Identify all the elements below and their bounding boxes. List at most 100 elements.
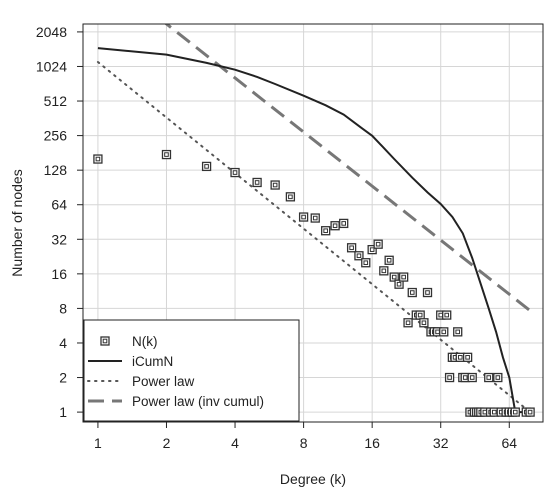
y-tick-label-128: 128: [44, 162, 68, 178]
nk-marker-inner: [469, 375, 475, 380]
nk-marker-outer: [93, 154, 103, 164]
nk-point: [310, 213, 320, 223]
nk-marker-inner: [486, 375, 492, 380]
nk-point: [403, 318, 413, 328]
nk-marker-inner: [495, 375, 501, 380]
legend-label-nk: N(k): [132, 334, 158, 349]
nk-marker-inner: [396, 281, 402, 287]
nk-point: [93, 154, 103, 164]
legend-item-power-law: Power law: [87, 374, 195, 389]
nk-marker-inner: [95, 156, 101, 162]
nk-marker-inner: [409, 290, 415, 295]
nk-point: [407, 287, 417, 298]
x-tick-label-2: 2: [163, 435, 171, 451]
nk-marker-outer: [389, 272, 399, 282]
plot-frame: [82, 23, 544, 423]
nk-marker-outer: [399, 272, 409, 282]
nk-point: [467, 372, 477, 383]
nk-marker-outer: [493, 372, 503, 383]
nk-marker-inner: [457, 355, 463, 360]
nk-point: [201, 161, 212, 172]
nk-marker-inner: [301, 214, 306, 220]
nk-marker-outer: [467, 372, 477, 383]
nk-marker-inner: [455, 329, 461, 335]
nk-marker-outer: [525, 407, 535, 417]
nk-point: [346, 243, 357, 253]
nk-marker-outer: [384, 255, 394, 265]
nk-point: [399, 272, 409, 282]
y-tick-label-2: 2: [59, 370, 67, 386]
nk-marker-inner: [391, 274, 397, 280]
nk-point: [442, 310, 452, 320]
nk-marker-outer: [361, 258, 371, 268]
nk-point: [373, 239, 383, 249]
nk-marker-inner: [288, 194, 293, 200]
nk-marker-inner: [341, 221, 347, 226]
nk-point: [525, 407, 535, 417]
nk-marker-inner: [425, 290, 430, 295]
nk-point: [354, 251, 364, 261]
nk-marker-inner: [386, 257, 392, 263]
legend-box: [83, 319, 300, 422]
nk-marker-inner: [441, 329, 447, 335]
nk-marker-outer: [373, 239, 383, 249]
x-tick-label-4: 4: [231, 435, 239, 451]
nk-point: [444, 372, 455, 383]
nk-point: [330, 221, 340, 231]
nk-marker-outer: [510, 407, 520, 417]
nk-point: [230, 167, 240, 178]
legend-label-icumn: iCumN: [132, 354, 173, 369]
legend-label-power-law: Power law: [132, 374, 195, 389]
nk-point: [298, 212, 309, 222]
nk-marker-inner: [272, 182, 278, 188]
nk-marker-inner: [465, 355, 470, 360]
nk-point: [422, 287, 433, 298]
nk-marker-inner: [444, 312, 450, 318]
y-tick-label-32: 32: [51, 231, 67, 247]
nk-point: [453, 327, 463, 337]
x-tick-label-64: 64: [501, 435, 517, 451]
nk-point: [384, 255, 394, 265]
nk-marker-inner: [232, 170, 238, 175]
nk-marker-outer: [419, 318, 429, 328]
nk-point: [389, 272, 399, 282]
nk-marker-outer: [285, 192, 296, 202]
nk-marker-inner: [312, 215, 318, 221]
legend-item-nk: N(k): [100, 334, 158, 349]
nk-marker-inner: [417, 312, 423, 318]
nk-marker-outer: [462, 352, 473, 362]
nk-marker-outer: [415, 310, 425, 320]
nk-point: [439, 327, 449, 337]
legend-item-power-law-inv-cumul: Power law (inv cumul): [88, 394, 264, 409]
nk-marker-outer: [330, 221, 340, 231]
nk-marker-inner: [332, 223, 338, 229]
y-tick-label-4: 4: [59, 335, 67, 351]
nk-marker-outer: [422, 287, 433, 298]
series-nk: [93, 149, 535, 417]
nk-marker-outer: [439, 327, 449, 337]
nk-marker-outer: [201, 161, 212, 172]
y-tick-label-64: 64: [51, 197, 67, 213]
nk-marker-inner: [381, 268, 387, 274]
nk-marker-inner: [164, 152, 169, 157]
y-tick-label-16: 16: [51, 266, 67, 282]
legend: N(k) iCumN Power law Power law (inv cumu…: [83, 319, 300, 422]
x-tick-label-16: 16: [364, 435, 380, 451]
nk-point: [419, 318, 429, 328]
legend-key-square-marker: [100, 336, 110, 346]
nk-point: [415, 310, 425, 320]
nk-marker-inner: [369, 247, 375, 252]
nk-point: [285, 192, 296, 202]
nk-marker-outer: [339, 218, 349, 229]
nk-point: [484, 372, 494, 383]
nk-marker-outer: [321, 226, 331, 236]
nk-point: [321, 226, 331, 236]
axes: 1 2 4 8 16 32 64 1 2 4 8 16 32 64 128 256 512 1024 2048: [36, 24, 517, 451]
nk-marker-outer: [230, 167, 240, 178]
nk-marker-inner: [447, 375, 452, 380]
nk-marker-outer: [270, 180, 280, 190]
nk-marker-outer: [354, 251, 364, 261]
nk-point: [161, 149, 172, 160]
nk-marker-outer: [444, 372, 455, 383]
